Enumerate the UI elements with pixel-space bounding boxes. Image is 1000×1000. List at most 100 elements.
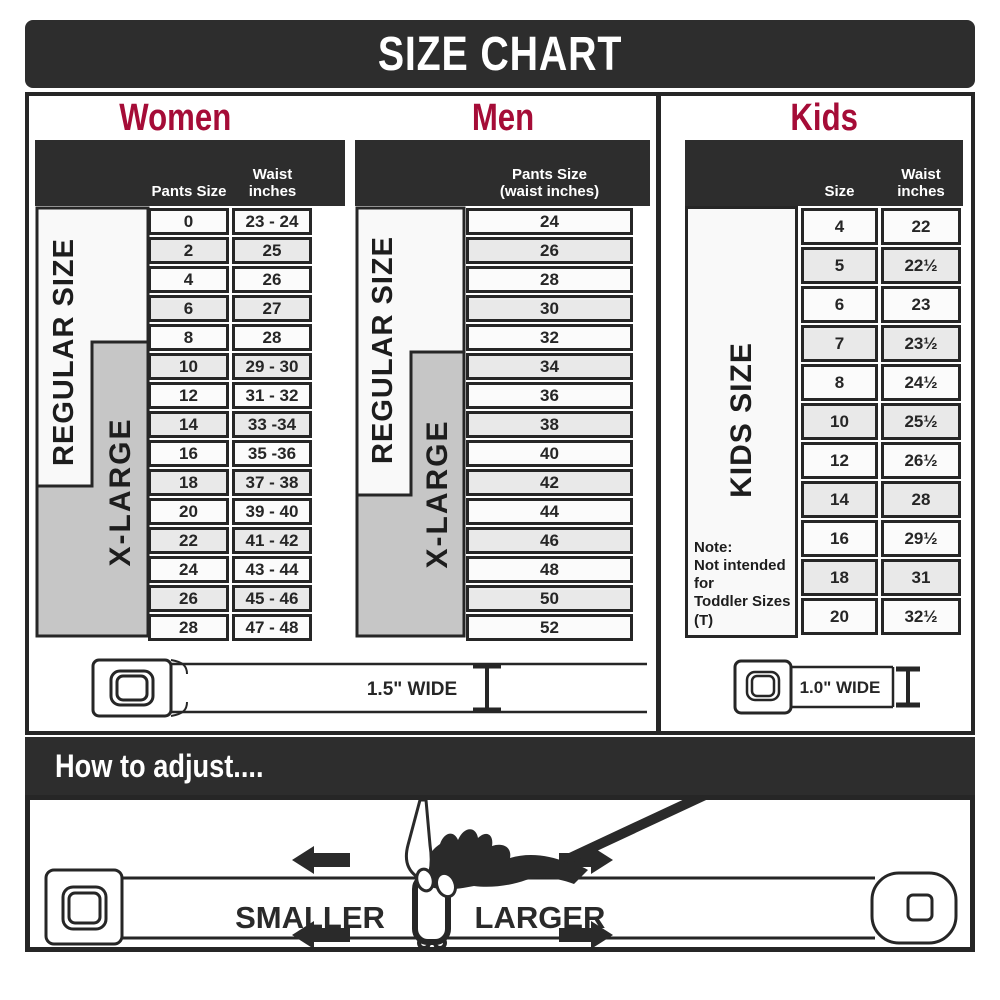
how-to-adjust-bar: How to adjust.... bbox=[25, 737, 975, 795]
table-row: 36 bbox=[466, 382, 633, 409]
table-cell: 16 bbox=[801, 520, 878, 557]
men-xlarge-label: X-LARGE bbox=[421, 419, 454, 569]
table-cell: 26 bbox=[148, 585, 229, 612]
table-cell: 28 bbox=[881, 481, 961, 518]
table-cell: 8 bbox=[148, 324, 229, 351]
table-cell: 38 bbox=[466, 411, 633, 438]
table-row: 4 26 bbox=[148, 266, 312, 293]
women-section-title: Women bbox=[119, 96, 231, 139]
table-cell: 0 bbox=[148, 208, 229, 235]
table-row: 12 31 - 32 bbox=[148, 382, 312, 409]
table-row: 32 bbox=[466, 324, 633, 351]
kids-col2-header: Waist inches bbox=[897, 166, 945, 201]
table-cell: 28 bbox=[148, 614, 229, 641]
kids-belt-width-label: 1.0" WIDE bbox=[800, 678, 881, 697]
table-cell: 24 bbox=[466, 208, 633, 235]
table-row: 26 45 - 46 bbox=[148, 585, 312, 612]
table-row: 46 bbox=[466, 527, 633, 554]
table-row: 48 bbox=[466, 556, 633, 583]
table-cell: 31 - 32 bbox=[232, 382, 312, 409]
table-cell: 48 bbox=[466, 556, 633, 583]
men-col-header: Pants Size (waist inches) bbox=[499, 166, 600, 201]
table-cell: 47 - 48 bbox=[232, 614, 312, 641]
women-table-header: Pants Size Waist inches bbox=[35, 140, 345, 206]
kids-table-rows: 4 22 5 22½ 6 23 7 23½ 8 24½ 10 25½ 12 26½ 14 28 16 29½ 18 3… bbox=[801, 208, 961, 637]
table-row: 28 47 - 48 bbox=[148, 614, 312, 641]
table-cell: 2 bbox=[148, 237, 229, 264]
table-row: 40 bbox=[466, 440, 633, 467]
width-measure-icon bbox=[473, 663, 501, 713]
women-col2-header: Waist inches bbox=[248, 166, 297, 201]
table-cell: 4 bbox=[148, 266, 229, 293]
table-row: 5 22½ bbox=[801, 247, 961, 284]
table-row: 16 29½ bbox=[801, 520, 961, 557]
table-row: 50 bbox=[466, 585, 633, 612]
table-cell: 18 bbox=[148, 469, 229, 496]
table-cell: 39 - 40 bbox=[232, 498, 312, 525]
table-cell: 41 - 42 bbox=[232, 527, 312, 554]
table-cell: 6 bbox=[801, 286, 878, 323]
table-cell: 52 bbox=[466, 614, 633, 641]
table-cell: 26 bbox=[466, 237, 633, 264]
table-cell: 50 bbox=[466, 585, 633, 612]
seatbelt-buckle-icon bbox=[733, 659, 793, 715]
table-row: 18 37 - 38 bbox=[148, 469, 312, 496]
table-cell: 32 bbox=[466, 324, 633, 351]
table-row: 16 35 -36 bbox=[148, 440, 312, 467]
table-cell: 26½ bbox=[881, 442, 961, 479]
table-cell: 20 bbox=[801, 598, 878, 635]
table-row: 22 41 - 42 bbox=[148, 527, 312, 554]
men-regular-size-label: REGULAR SIZE bbox=[366, 236, 399, 464]
table-cell: 43 - 44 bbox=[232, 556, 312, 583]
table-row: 12 26½ bbox=[801, 442, 961, 479]
table-cell: 31 bbox=[881, 559, 961, 596]
kids-note: Note: Not intended for Toddler Sizes (T) bbox=[694, 538, 791, 629]
panel-divider bbox=[656, 92, 661, 735]
kids-size-label: KIDS SIZE bbox=[725, 342, 758, 498]
page-title: SIZE CHART bbox=[377, 27, 623, 81]
table-row: 14 33 -34 bbox=[148, 411, 312, 438]
table-cell: 42 bbox=[466, 469, 633, 496]
table-row: 52 bbox=[466, 614, 633, 641]
table-row: 34 bbox=[466, 353, 633, 380]
table-cell: 16 bbox=[148, 440, 229, 467]
table-cell: 35 -36 bbox=[232, 440, 312, 467]
table-row: 6 23 bbox=[801, 286, 961, 323]
table-cell: 5 bbox=[801, 247, 878, 284]
table-cell: 23 bbox=[881, 286, 961, 323]
table-cell: 14 bbox=[801, 481, 878, 518]
table-cell: 18 bbox=[801, 559, 878, 596]
table-cell: 4 bbox=[801, 208, 878, 245]
kids-size-label-box: Note: Not intended for Toddler Sizes (T) bbox=[685, 206, 798, 638]
smaller-direction-arrows bbox=[292, 846, 350, 949]
table-cell: 10 bbox=[148, 353, 229, 380]
how-to-adjust-title: How to adjust.... bbox=[55, 747, 264, 784]
women-xlarge-label: X-LARGE bbox=[104, 417, 137, 567]
table-row: 26 bbox=[466, 237, 633, 264]
table-cell: 29½ bbox=[881, 520, 961, 557]
table-row: 8 24½ bbox=[801, 364, 961, 401]
table-cell: 12 bbox=[148, 382, 229, 409]
table-cell: 6 bbox=[148, 295, 229, 322]
table-cell: 20 bbox=[148, 498, 229, 525]
table-cell: 14 bbox=[148, 411, 229, 438]
table-row: 18 31 bbox=[801, 559, 961, 596]
table-cell: 23 - 24 bbox=[232, 208, 312, 235]
table-row: 44 bbox=[466, 498, 633, 525]
table-cell: 37 - 38 bbox=[232, 469, 312, 496]
table-cell: 12 bbox=[801, 442, 878, 479]
seatbelt-buckle-icon bbox=[91, 658, 173, 718]
kids-section-title: Kids bbox=[790, 96, 858, 139]
pinching-hand-icon bbox=[404, 783, 725, 899]
table-cell: 28 bbox=[466, 266, 633, 293]
adult-belt-illustration: 1.5" WIDE bbox=[91, 658, 647, 718]
kids-col1-header: Size bbox=[824, 183, 855, 201]
table-cell: 28 bbox=[232, 324, 312, 351]
table-row: 24 43 - 44 bbox=[148, 556, 312, 583]
adjust-belt-illustration: SMALLER LARGER bbox=[44, 783, 958, 950]
table-row: 4 22 bbox=[801, 208, 961, 245]
table-cell: 7 bbox=[801, 325, 878, 362]
table-cell: 36 bbox=[466, 382, 633, 409]
men-table-rows: 24 26 28 30 32 34 36 38 40 42 44 46 48 50 52 bbox=[466, 208, 633, 643]
table-row: 2 25 bbox=[148, 237, 312, 264]
